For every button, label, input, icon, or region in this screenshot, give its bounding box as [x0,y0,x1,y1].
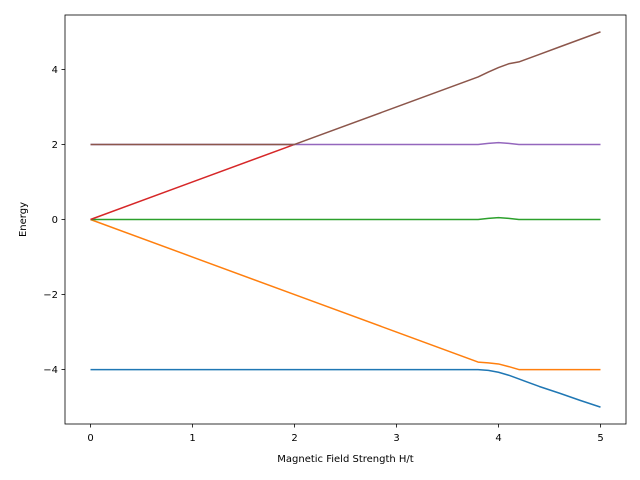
y-tick-label: 2 [52,140,58,151]
series-line-3 [90,216,601,221]
y-tick-label: −4 [43,365,58,376]
x-tick-label: 3 [393,433,399,444]
series-line-6 [90,31,601,146]
series-line-2 [90,218,601,371]
series-line-4 [90,143,295,221]
y-tick-label: −2 [43,290,58,301]
x-tick-label: 0 [87,433,93,444]
series-line-1 [90,368,601,408]
y-tick-label: 4 [52,65,58,76]
y-axis-label: Energy [18,202,29,237]
x-tick-label: 5 [597,433,603,444]
x-axis-label: Magnetic Field Strength H/t [277,454,414,465]
x-tick-label: 4 [495,433,501,444]
x-tick-label: 2 [291,433,297,444]
x-tick-label: 1 [189,433,195,444]
y-axis-ticks: −4 −2 0 2 4 [43,65,65,376]
series-lines [90,31,601,408]
y-tick-label: 0 [52,215,58,226]
x-axis-ticks: 0 1 2 3 4 5 [87,424,604,444]
